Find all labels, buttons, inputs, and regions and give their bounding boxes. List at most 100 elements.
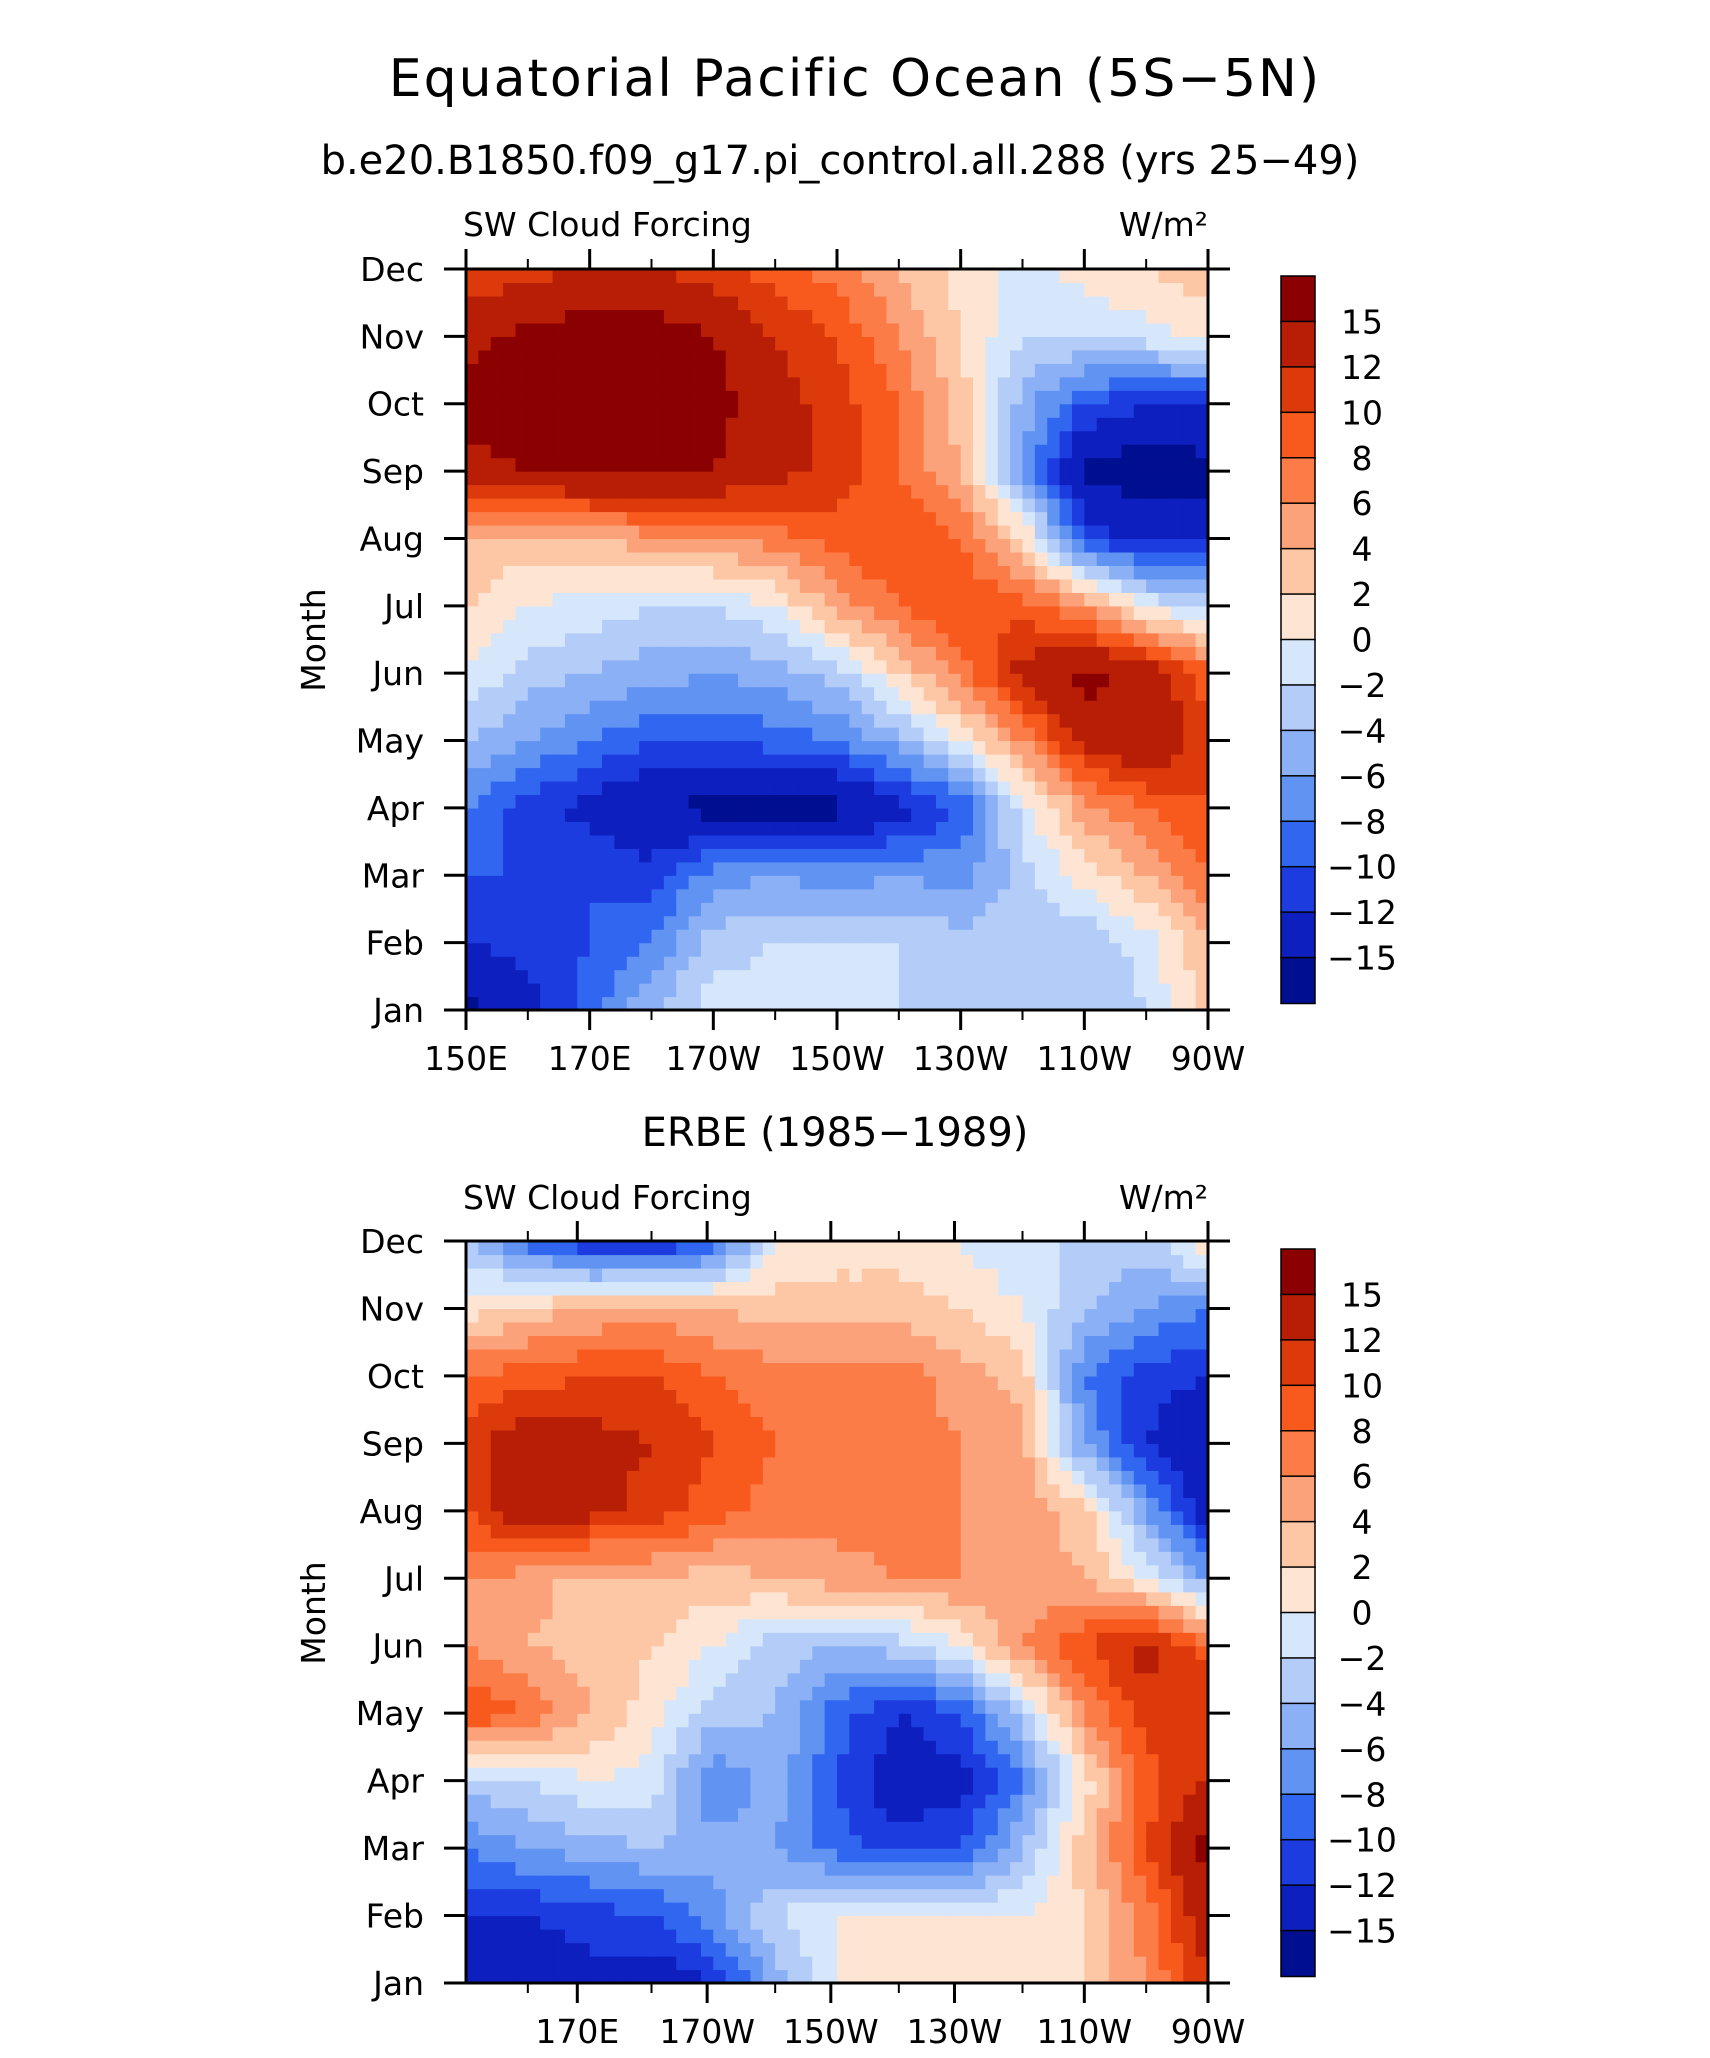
heatmap-cell xyxy=(762,1645,776,1660)
heatmap-cell xyxy=(515,780,529,796)
heatmap-cell xyxy=(1121,1726,1135,1741)
heatmap-cell xyxy=(540,902,554,917)
heatmap-cell xyxy=(886,538,900,553)
heatmap-cell xyxy=(589,740,603,755)
heatmap-cell xyxy=(1047,1645,1061,1660)
heatmap-cell xyxy=(1121,1942,1135,1957)
heatmap-cell xyxy=(750,821,764,836)
heatmap-cell xyxy=(1071,848,1085,863)
heatmap-cell xyxy=(923,1726,937,1741)
heatmap-cell xyxy=(1022,969,1036,984)
heatmap-cell xyxy=(626,1929,640,1944)
heatmap-cell xyxy=(1146,282,1160,297)
heatmap-cell xyxy=(639,1915,653,1930)
heatmap-cell xyxy=(725,1875,739,1890)
heatmap-cell xyxy=(935,996,949,1010)
heatmap-cell xyxy=(602,996,615,1010)
heatmap-cell xyxy=(935,740,949,755)
heatmap-cell xyxy=(552,524,566,540)
heatmap-cell xyxy=(1022,1740,1036,1755)
heatmap-cell xyxy=(466,700,479,715)
heatmap-cell xyxy=(1109,565,1123,580)
heatmap-cell xyxy=(960,1659,974,1674)
heatmap-cell xyxy=(1059,269,1073,284)
heatmap-cell xyxy=(1133,1821,1147,1836)
heatmap-cell xyxy=(837,754,850,769)
heatmap-cell xyxy=(997,1645,1011,1660)
heatmap-cell xyxy=(676,1861,690,1876)
heatmap-cell xyxy=(973,1902,986,1917)
heatmap-cell xyxy=(898,524,912,540)
heatmap-cell xyxy=(923,740,937,755)
heatmap-cell xyxy=(713,1915,727,1930)
heatmap-cell xyxy=(713,511,727,526)
heatmap-cell xyxy=(478,349,492,364)
heatmap-cell xyxy=(564,1875,578,1890)
colorbar-swatch xyxy=(1280,502,1316,550)
heatmap-cell xyxy=(799,983,813,998)
heatmap-cell xyxy=(1133,390,1147,405)
heatmap-cell xyxy=(762,524,776,540)
heatmap-cell xyxy=(1084,956,1098,971)
heatmap-cell xyxy=(935,1794,949,1809)
heatmap-cell xyxy=(1010,915,1024,930)
heatmap-cell xyxy=(750,282,764,297)
heatmap-cell xyxy=(688,578,702,593)
heatmap-cell xyxy=(973,605,986,620)
heatmap-cell xyxy=(651,295,665,311)
heatmap-cell xyxy=(540,363,554,378)
heatmap-cell xyxy=(503,929,517,944)
heatmap-cell xyxy=(775,1807,789,1822)
heatmap-cell xyxy=(602,821,615,836)
heatmap-cell xyxy=(663,646,677,661)
heatmap-cell xyxy=(503,1780,517,1795)
heatmap-cell xyxy=(490,444,504,459)
heatmap-cell xyxy=(997,1753,1011,1768)
heatmap-cell xyxy=(503,1915,517,1930)
heatmap-cell xyxy=(527,1767,541,1782)
heatmap-cell xyxy=(997,740,1011,755)
heatmap-cell xyxy=(849,780,863,796)
heatmap-cell xyxy=(1034,282,1048,297)
heatmap-cell xyxy=(1084,578,1098,593)
heatmap-cell xyxy=(849,929,863,944)
heatmap-cell xyxy=(1183,524,1197,540)
heatmap-cell xyxy=(552,1942,566,1957)
heatmap-cell xyxy=(713,875,727,890)
heatmap-cell xyxy=(775,1848,789,1863)
heatmap-cell xyxy=(799,551,813,566)
heatmap-cell xyxy=(1022,322,1036,337)
heatmap-cell xyxy=(552,471,566,486)
heatmap-cell xyxy=(1195,754,1208,769)
heatmap-cell xyxy=(799,1807,813,1822)
heatmap-cell xyxy=(1034,1915,1048,1930)
heatmap-cell xyxy=(552,1632,566,1647)
heatmap-cell xyxy=(824,888,838,903)
heatmap-cell xyxy=(1047,1726,1061,1741)
heatmap-cell xyxy=(837,417,850,432)
heatmap-cell xyxy=(812,1821,826,1836)
heatmap-cell xyxy=(1195,376,1208,391)
heatmap-cell xyxy=(1022,794,1036,809)
heatmap-cell xyxy=(960,700,974,715)
heatmap-cell xyxy=(503,767,517,782)
heatmap-cell xyxy=(1158,646,1172,661)
heatmap-cell xyxy=(750,1713,764,1728)
heatmap-cell xyxy=(651,754,665,769)
heatmap-cell xyxy=(775,1875,789,1890)
heatmap-cell xyxy=(837,767,850,782)
heatmap-cell xyxy=(911,511,925,526)
heatmap-cell xyxy=(1195,1807,1208,1822)
heatmap-cell xyxy=(490,969,504,984)
heatmap-cell xyxy=(1183,996,1197,1010)
heatmap-cell xyxy=(663,430,677,445)
heatmap-cell xyxy=(1059,1659,1073,1674)
heatmap-cell xyxy=(1133,942,1147,957)
heatmap-cell xyxy=(1071,1672,1085,1687)
heatmap-cell xyxy=(564,1821,578,1836)
heatmap-cell xyxy=(812,1915,826,1930)
heatmap-cell xyxy=(750,727,764,742)
heatmap-cell xyxy=(1059,646,1073,661)
heatmap-cell xyxy=(700,1875,714,1890)
heatmap-cell xyxy=(1109,929,1123,944)
